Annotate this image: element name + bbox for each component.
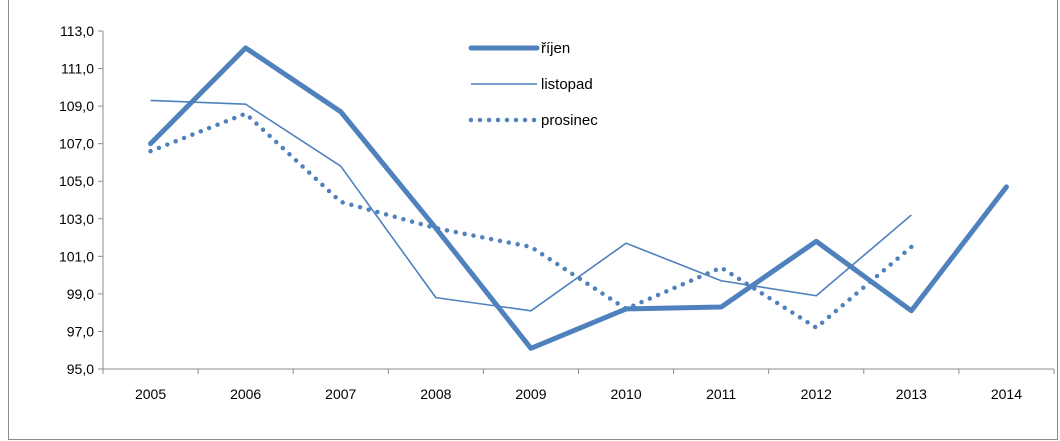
y-tick-label: 107,0 (59, 136, 94, 152)
legend-label-2: listopad (541, 76, 593, 93)
legend-label-3: prosinec (541, 112, 598, 129)
x-tick-label: 2014 (991, 386, 1022, 402)
y-tick-label: 109,0 (59, 98, 94, 114)
x-tick-label: 2007 (325, 386, 356, 402)
series-line-2 (150, 99, 912, 312)
legend-label-1: říjen (541, 40, 570, 57)
x-tick-label: 2005 (135, 386, 166, 402)
y-tick-label: 105,0 (59, 173, 94, 189)
axes (98, 30, 1055, 374)
x-tick-label: 2008 (420, 386, 451, 402)
series-lines (148, 45, 1009, 351)
series-line-1 (148, 45, 1009, 351)
x-tick-label: 2009 (515, 386, 546, 402)
y-axis-tick-labels: 95,0 97,0 99,0 101,0 103,0 105,0 107,0 109,0 111… (59, 23, 94, 377)
y-tick-label: 103,0 (59, 211, 94, 227)
chart-frame: 95,0 97,0 99,0 101,0 103,0 105,0 107,0 109,0 111… (8, 0, 1058, 440)
x-tick-label: 2010 (610, 386, 641, 402)
series-line-3 (148, 111, 914, 330)
y-tick-label: 113,0 (60, 23, 94, 39)
x-tick-label: 2012 (801, 386, 832, 402)
line-chart: 95,0 97,0 99,0 101,0 103,0 105,0 107,0 109,0 111… (59, 23, 1055, 402)
y-tick-label: 97,0 (67, 323, 94, 339)
y-tick-label: 111,0 (61, 61, 94, 77)
legend: říjen listopad prosinec (468, 40, 598, 129)
x-tick-label: 2013 (896, 386, 927, 402)
x-tick-label: 2006 (230, 386, 261, 402)
y-tick-label: 99,0 (67, 286, 94, 302)
x-tick-label: 2011 (706, 386, 736, 402)
y-tick-label: 101,0 (59, 248, 94, 264)
x-axis-tick-labels: 2005 2006 2007 2008 2009 2010 2011 2012 2013 2014 (135, 386, 1022, 402)
y-tick-label: 95,0 (67, 361, 94, 377)
